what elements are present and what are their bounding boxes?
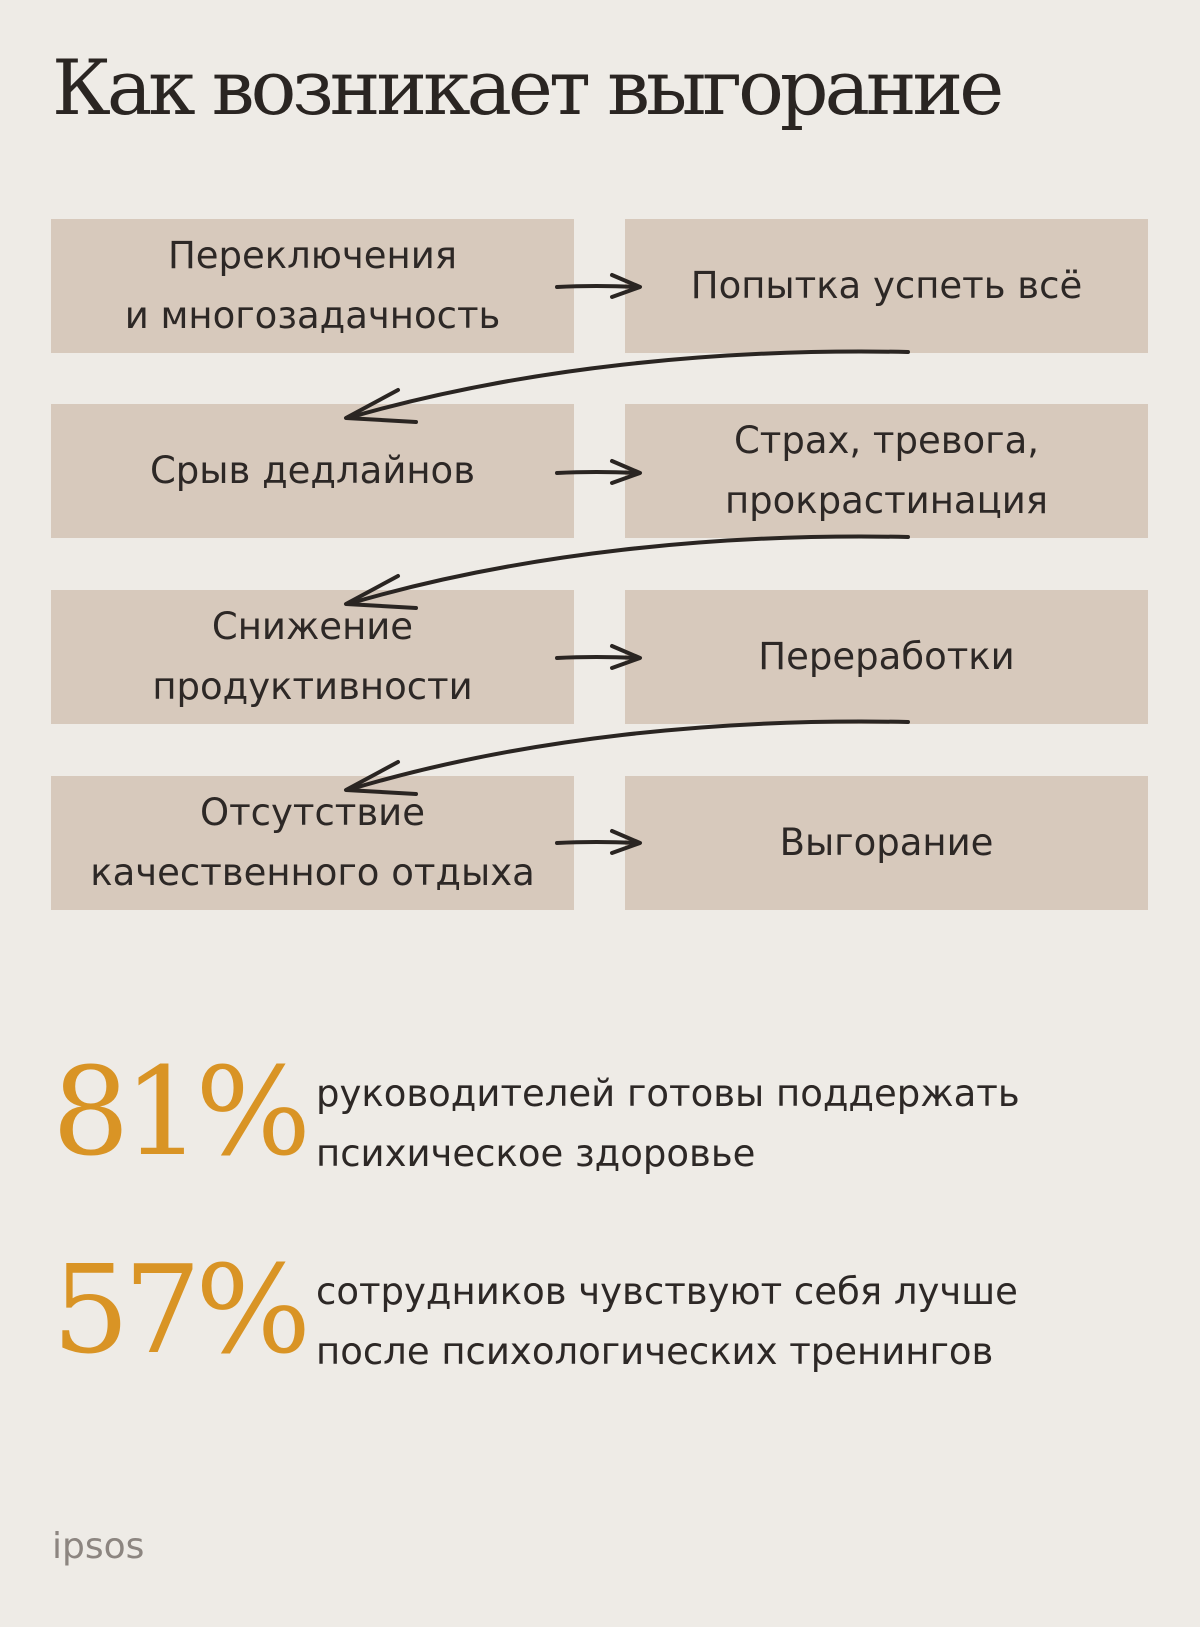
flow-box-fear-anxiety: Страх, тревога, прокрастинация (625, 404, 1148, 538)
flow-box-burnout: Выгорание (625, 776, 1148, 910)
page-title: Как возникает выгорание (52, 43, 1004, 132)
stat-text-managers: руководителей готовы поддержать психичес… (316, 1072, 1020, 1175)
flow-box-overtime: Переработки (625, 590, 1148, 724)
flow-box-do-everything: Попытка успеть всё (625, 219, 1148, 353)
stat-text-employees: сотрудников чувствуют себя лучше после п… (316, 1270, 1018, 1373)
source-label: ipsos (52, 1526, 145, 1567)
flow-box-lower-productivity: Снижение продуктивности (51, 590, 574, 724)
stat-value-employees: 57% (52, 1239, 311, 1381)
flow-box-switching: Переключения и многозадачность (51, 219, 574, 353)
flow-box-missed-deadlines: Срыв дедлайнов (51, 404, 574, 538)
flow-box-no-rest: Отсутствие качественного отдыха (51, 776, 574, 910)
stat-value-managers: 81% (52, 1041, 311, 1183)
